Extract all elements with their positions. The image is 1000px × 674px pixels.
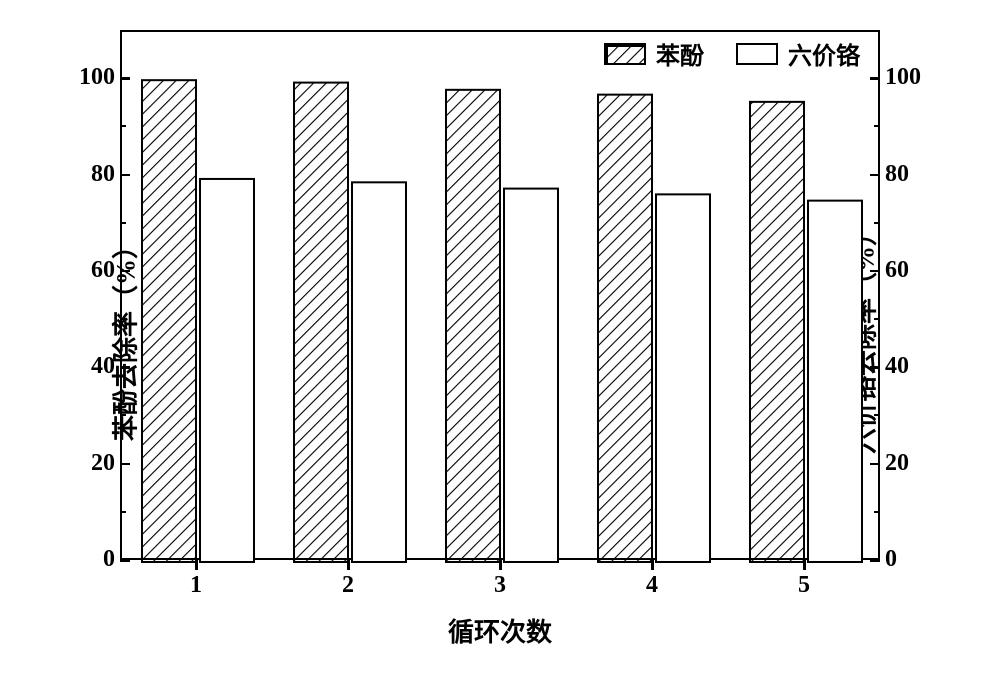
bar-phenol: [750, 102, 804, 562]
y-tick-left: [120, 559, 130, 562]
y-tick-right: [870, 174, 880, 177]
y-tick-right: [870, 77, 880, 80]
y-tick-label-right: 40: [885, 353, 935, 380]
bar-hexavalent_chromium: [808, 201, 862, 562]
bar-hexavalent_chromium: [656, 194, 710, 562]
y-tick-label-left: 20: [65, 450, 115, 477]
bar-phenol: [598, 95, 652, 562]
legend-swatch-hatched: [604, 43, 646, 65]
bar-hexavalent_chromium: [352, 182, 406, 562]
x-tick-label: 4: [632, 572, 672, 599]
y-tick-left: [120, 463, 130, 466]
y-tick-label-right: 0: [885, 546, 935, 573]
y-tick-label-left: 0: [65, 546, 115, 573]
x-tick-label: 1: [176, 572, 216, 599]
x-tick: [499, 560, 502, 570]
bars-svg: [122, 32, 878, 558]
y-tick-label-left: 40: [65, 353, 115, 380]
y-tick-left: [120, 174, 130, 177]
y-minor-tick-right: [874, 511, 880, 513]
bar-phenol: [142, 80, 196, 562]
y-minor-tick-left: [120, 511, 126, 513]
y-minor-tick-left: [120, 414, 126, 416]
x-tick: [195, 560, 198, 570]
y-tick-right: [870, 270, 880, 273]
y-tick-right: [870, 463, 880, 466]
y-minor-tick-left: [120, 125, 126, 127]
y-tick-label-left: 100: [65, 64, 115, 91]
bar-phenol: [294, 83, 348, 562]
y-minor-tick-right: [874, 222, 880, 224]
y-tick-label-right: 80: [885, 161, 935, 188]
x-tick-label: 3: [480, 572, 520, 599]
y-tick-left: [120, 270, 130, 273]
x-tick-label: 5: [784, 572, 824, 599]
x-tick: [347, 560, 350, 570]
chart-container: 苯酚去除率（%） 六价铬去除率（%） 循环次数 020406080100 020…: [0, 0, 1000, 674]
y-minor-tick-right: [874, 125, 880, 127]
y-tick-label-left: 60: [65, 257, 115, 284]
legend-swatch-plain: [736, 43, 778, 65]
legend-label-chromium: 六价铬: [788, 36, 860, 71]
y-minor-tick-left: [120, 222, 126, 224]
bar-hexavalent_chromium: [504, 189, 558, 562]
legend-label-phenol: 苯酚: [656, 36, 704, 71]
y-tick-left: [120, 77, 130, 80]
y-minor-tick-left: [120, 318, 126, 320]
bar-hexavalent_chromium: [200, 179, 254, 562]
y-minor-tick-right: [874, 414, 880, 416]
y-tick-right: [870, 559, 880, 562]
y-tick-label-left: 80: [65, 161, 115, 188]
y-tick-left: [120, 366, 130, 369]
x-tick: [803, 560, 806, 570]
plot-area: [120, 30, 880, 560]
y-minor-tick-right: [874, 318, 880, 320]
y-tick-label-right: 20: [885, 450, 935, 477]
y-tick-right: [870, 366, 880, 369]
x-axis-label: 循环次数: [448, 612, 552, 649]
bar-phenol: [446, 90, 500, 562]
legend: 苯酚 六价铬: [604, 36, 860, 71]
y-tick-label-right: 60: [885, 257, 935, 284]
x-tick-label: 2: [328, 572, 368, 599]
y-tick-label-right: 100: [885, 64, 935, 91]
x-tick: [651, 560, 654, 570]
